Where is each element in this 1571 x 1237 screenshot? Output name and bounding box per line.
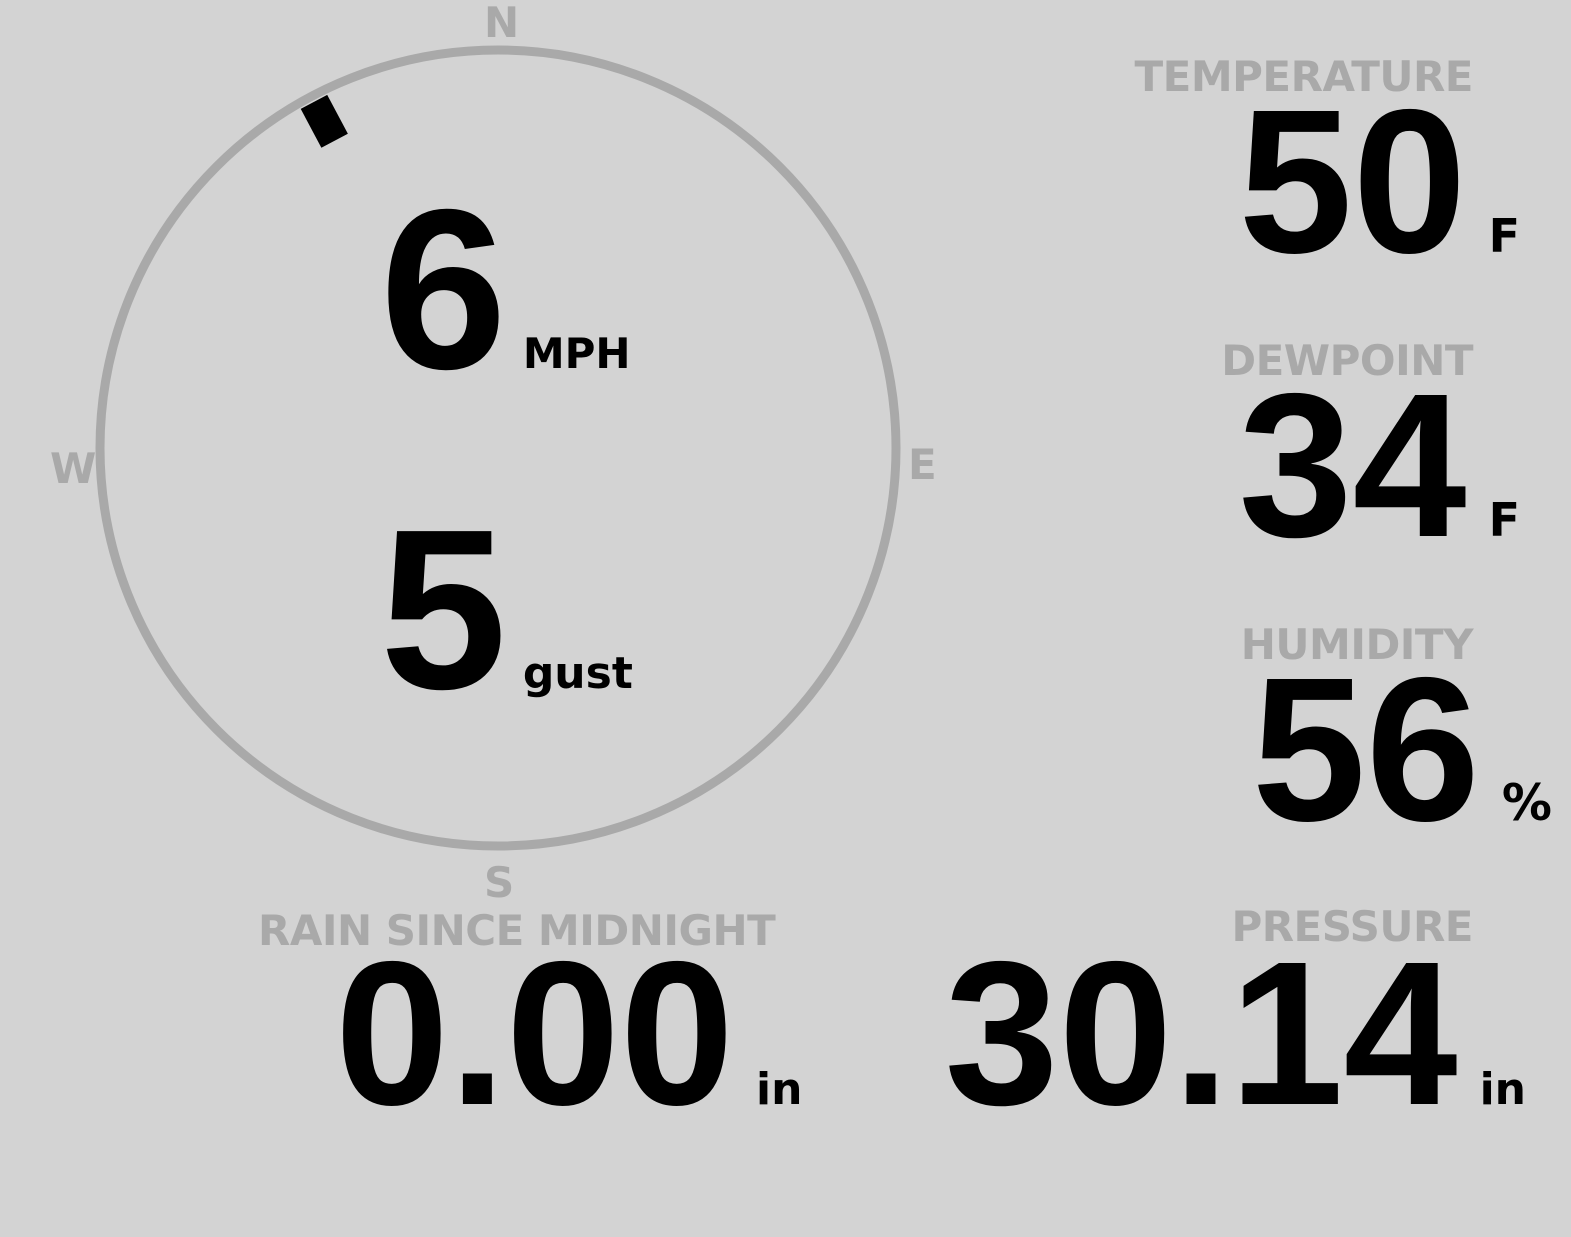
humidity-unit: % <box>1501 774 1552 832</box>
compass-east-label: E <box>908 440 937 489</box>
dewpoint-unit: F <box>1488 493 1520 547</box>
humidity: 56 % <box>1251 635 1552 864</box>
compass-south-label: S <box>484 858 515 907</box>
pressure-label: PRESSURE <box>1231 902 1473 951</box>
dewpoint-value: 34 <box>1238 351 1467 580</box>
temperature-unit: F <box>1488 209 1520 263</box>
wind-gust: 5 gust <box>380 483 633 737</box>
wind-speed: 6 MPH <box>380 163 631 417</box>
dewpoint-label: DEWPOINT <box>1221 336 1473 385</box>
wind-speed-value: 6 <box>380 163 507 417</box>
rain-value: 0.00 <box>335 919 734 1148</box>
rain-unit: in <box>756 1064 803 1115</box>
humidity-value: 56 <box>1251 635 1480 864</box>
temperature-value: 50 <box>1238 67 1467 296</box>
pressure: 30.14 in <box>944 919 1526 1148</box>
dewpoint: 34 F <box>1238 351 1520 580</box>
pressure-unit: in <box>1479 1064 1526 1115</box>
wind-speed-unit: MPH <box>522 329 631 378</box>
pressure-value: 30.14 <box>944 919 1458 1148</box>
rain: 0.00 in <box>335 919 803 1148</box>
compass-ring <box>95 45 901 851</box>
temperature-label: TEMPERATURE <box>1134 52 1474 101</box>
humidity-label: HUMIDITY <box>1240 620 1474 669</box>
wind-compass <box>95 45 901 851</box>
rain-label: RAIN SINCE MIDNIGHT <box>258 906 776 955</box>
wind-direction-marker <box>300 94 348 148</box>
compass-north-label: N <box>484 0 520 47</box>
temperature: 50 F <box>1238 67 1520 296</box>
wind-gust-unit: gust <box>522 648 633 699</box>
compass-west-label: W <box>50 444 97 493</box>
wind-gust-value: 5 <box>380 483 507 737</box>
